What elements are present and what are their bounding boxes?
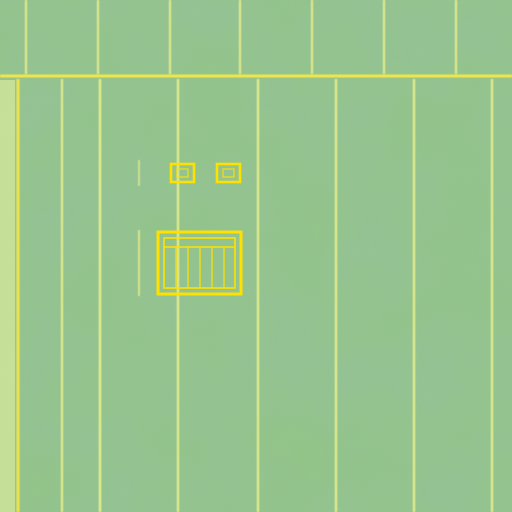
small-marker-right-inner xyxy=(222,168,235,178)
left-edge-strip xyxy=(0,80,15,512)
small-marker-right xyxy=(215,162,242,184)
yellow-features xyxy=(156,162,243,296)
large-structure-outer xyxy=(156,230,243,296)
small-marker-left-inner xyxy=(176,168,189,178)
small-marker-left xyxy=(169,162,196,184)
